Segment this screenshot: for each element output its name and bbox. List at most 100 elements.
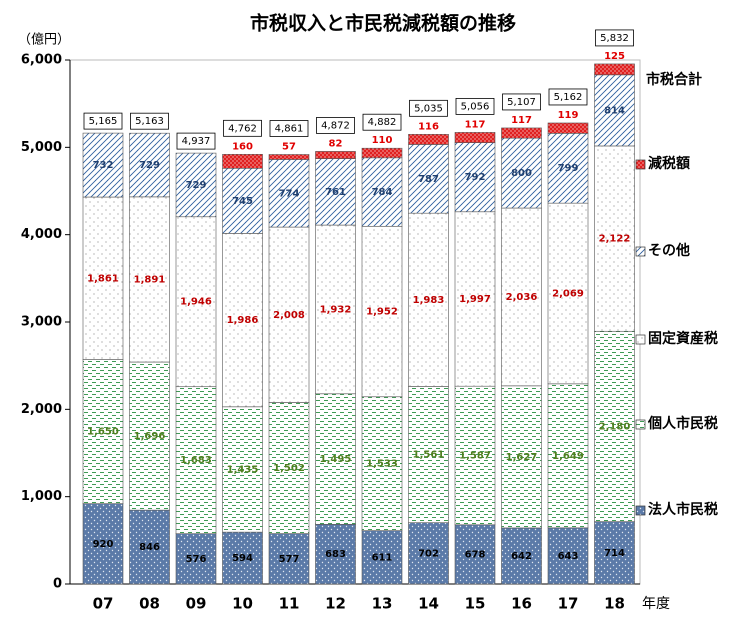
- data-label: 1,502: [273, 463, 305, 474]
- data-label: 1,627: [506, 452, 538, 463]
- data-label: 1,649: [552, 451, 584, 462]
- data-label: 745: [232, 196, 253, 207]
- data-label: 800: [511, 168, 532, 179]
- x-tick-label: 08: [139, 595, 160, 613]
- bar-segment: [547, 202, 589, 385]
- data-label: 110: [372, 135, 393, 146]
- y-tick-label: 4,000: [21, 227, 62, 242]
- total-label: 4,861: [275, 123, 304, 134]
- total-box: [595, 29, 634, 47]
- data-label: 1,983: [413, 295, 445, 306]
- bar-segment: [222, 531, 263, 585]
- total-label: 4,882: [368, 117, 397, 128]
- data-label: 678: [465, 549, 486, 560]
- data-label: 792: [465, 172, 486, 183]
- legend-swatch: [635, 334, 646, 345]
- x-tick-label: 12: [325, 595, 346, 613]
- bar-segment: [222, 167, 263, 234]
- total-box: [409, 99, 448, 117]
- legend-swatch: [635, 505, 646, 516]
- bar-segment: [175, 152, 217, 218]
- bar-segment: [594, 145, 635, 332]
- data-label: 611: [372, 552, 393, 563]
- total-label: 4,937: [182, 136, 211, 147]
- total-box: [455, 97, 495, 115]
- total-box: [130, 112, 169, 130]
- bar-segment: [222, 154, 263, 169]
- data-label: 1,986: [227, 315, 259, 326]
- data-label: 1,561: [413, 450, 445, 461]
- y-tick-label: 1,000: [21, 489, 62, 504]
- bar-segment: [361, 147, 403, 159]
- data-label: 1,946: [180, 297, 212, 308]
- bar-segment: [315, 151, 356, 159]
- bar-segment: [408, 144, 449, 214]
- x-tick-label: 09: [186, 595, 207, 613]
- y-axis-label: （億円）: [18, 32, 70, 48]
- y-tick-label: 6,000: [21, 53, 62, 68]
- data-label: 920: [93, 539, 114, 550]
- data-label: 729: [139, 160, 160, 171]
- data-label: 1,696: [134, 431, 166, 442]
- bar-segment: [454, 132, 496, 143]
- bar-segment: [361, 530, 403, 585]
- bar-segment: [361, 225, 403, 398]
- data-label: 683: [325, 549, 346, 560]
- total-label: 5,107: [507, 97, 536, 108]
- bar-segment: [501, 385, 542, 529]
- data-label: 1,650: [87, 427, 119, 438]
- bar-segment: [547, 383, 589, 529]
- total-box: [362, 113, 402, 131]
- bar-segment: [315, 224, 356, 395]
- data-label: 729: [186, 180, 207, 191]
- bar-segment: [129, 132, 170, 198]
- x-tick-label: 13: [372, 595, 393, 613]
- bar-segment: [268, 159, 310, 228]
- bar-segment: [268, 402, 310, 534]
- legend-label: 減税額: [648, 155, 690, 172]
- legend-label: 個人市民税: [647, 415, 718, 432]
- bar-segment: [594, 521, 635, 585]
- data-label: 774: [279, 188, 300, 199]
- data-label: 117: [511, 115, 532, 126]
- bar-segment: [454, 211, 496, 387]
- data-label: 117: [465, 119, 486, 130]
- data-label: 1,435: [227, 464, 259, 475]
- data-label: 2,008: [273, 310, 305, 321]
- bar-segment: [175, 386, 217, 534]
- x-tick-label: 18: [604, 595, 625, 613]
- total-box: [176, 132, 216, 150]
- total-label: 4,762: [228, 123, 257, 134]
- y-tick-label: 0: [53, 577, 62, 592]
- total-label: 5,832: [600, 33, 629, 44]
- bar-segment: [547, 527, 589, 585]
- total-label: 4,872: [321, 120, 350, 131]
- data-label: 1,533: [366, 459, 398, 470]
- bar-segment: [222, 406, 263, 533]
- bar-segment: [501, 127, 542, 139]
- bar-segment: [129, 196, 170, 363]
- data-label: 1,495: [320, 454, 352, 465]
- total-box: [548, 88, 588, 106]
- total-box: [83, 112, 123, 130]
- total-label: 5,165: [89, 116, 118, 127]
- data-label: 2,180: [599, 421, 631, 432]
- data-label: 116: [418, 121, 439, 132]
- data-label: 1,952: [366, 307, 398, 318]
- data-label: 1,997: [459, 294, 491, 305]
- bar-segment: [454, 524, 496, 585]
- total-box: [502, 93, 541, 111]
- data-label: 1,861: [87, 273, 119, 284]
- data-label: 577: [279, 554, 300, 565]
- legend-label: 市税合計: [646, 71, 702, 88]
- bar-segment: [408, 134, 449, 145]
- bar-segment: [175, 533, 217, 585]
- bar-segment: [501, 207, 542, 387]
- x-tick-label: 07: [93, 595, 114, 613]
- x-tick-label: 14: [418, 595, 439, 613]
- bar-segment: [361, 157, 403, 227]
- total-label: 5,162: [554, 92, 583, 103]
- data-label: 2,122: [599, 234, 631, 245]
- total-label: 5,163: [135, 116, 164, 127]
